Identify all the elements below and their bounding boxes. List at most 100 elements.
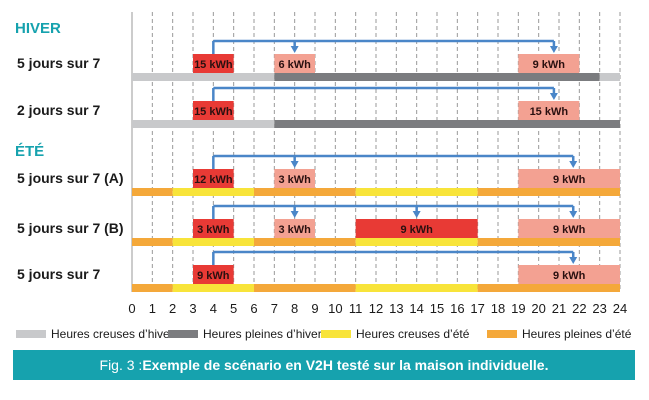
arrow-head <box>290 161 299 168</box>
arrow-head <box>569 257 578 264</box>
arrow-head <box>290 46 299 53</box>
x-tick-label: 11 <box>349 301 363 316</box>
tariff-segment <box>254 188 356 196</box>
x-tick-label: 13 <box>389 301 403 316</box>
energy-label: 12 kWh <box>194 174 233 186</box>
energy-label: 15 kWh <box>530 106 569 118</box>
arrow-head <box>290 211 299 218</box>
arrow-head <box>412 211 421 218</box>
x-tick-label: 22 <box>572 301 586 316</box>
legend-swatch <box>16 330 46 338</box>
x-tick-label: 17 <box>470 301 484 316</box>
row-label: 5 jours sur 7 (B) <box>17 220 124 236</box>
row-label: 5 jours sur 7 <box>17 55 100 71</box>
legend-label: Heures creuses d’été <box>356 327 470 341</box>
energy-block <box>518 101 580 120</box>
x-tick-label: 21 <box>552 301 566 316</box>
section-label: ÉTÉ <box>15 143 44 160</box>
energy-block <box>193 54 234 73</box>
energy-block <box>518 54 580 73</box>
legend-label: Heures pleines d’été <box>522 327 632 341</box>
legend-label: Heures creuses d’hiver <box>51 327 174 341</box>
tariff-segment <box>355 188 478 196</box>
x-tick-label: 12 <box>369 301 383 316</box>
energy-block <box>274 54 315 73</box>
x-tick-label: 7 <box>271 301 278 316</box>
energy-block <box>274 169 315 188</box>
tariff-segment <box>172 284 254 292</box>
energy-label: 3 kWh <box>197 224 230 236</box>
tariff-segment <box>355 284 478 292</box>
x-tick-label: 10 <box>328 301 342 316</box>
energy-block <box>274 219 315 238</box>
energy-block <box>193 169 234 188</box>
x-tick-label: 3 <box>189 301 196 316</box>
legend-label: Heures pleines d’hiver <box>203 327 322 341</box>
x-tick-label: 9 <box>311 301 318 316</box>
x-tick-label: 15 <box>430 301 444 316</box>
caption-prefix: Fig. 3 : <box>99 357 143 373</box>
tariff-segment <box>172 188 254 196</box>
x-tick-label: 20 <box>531 301 545 316</box>
x-tick-label: 1 <box>149 301 156 316</box>
tariff-segment <box>132 238 173 246</box>
energy-block <box>193 219 234 238</box>
x-tick-label: 19 <box>511 301 525 316</box>
row-label: 5 jours sur 7 (A) <box>17 170 124 186</box>
x-tick-label: 4 <box>210 301 217 316</box>
arrow-head <box>569 211 578 218</box>
tariff-segment <box>477 238 620 246</box>
energy-label: 15 kWh <box>194 106 233 118</box>
energy-label: 9 kWh <box>533 59 566 71</box>
energy-label: 9 kWh <box>553 270 586 282</box>
x-tick-label: 8 <box>291 301 298 316</box>
tariff-segment <box>477 284 620 292</box>
tariff-segment <box>274 120 620 128</box>
energy-block <box>518 169 620 188</box>
energy-block <box>518 219 620 238</box>
energy-block <box>355 219 478 238</box>
figure-caption: Fig. 3 : Exemple de scénario en V2H test… <box>13 350 635 380</box>
energy-label: 3 kWh <box>278 224 311 236</box>
tariff-segment <box>132 73 275 81</box>
v2h-scenario-chart: HIVER 5 jours sur 7 15 kWh 6 kWh 9 kWh 2 jour… <box>15 12 632 341</box>
legend-swatch <box>321 330 351 338</box>
legend-swatch <box>487 330 517 338</box>
x-tick-label: 6 <box>250 301 257 316</box>
tariff-segment <box>254 284 356 292</box>
tariff-segment <box>599 73 620 81</box>
energy-label: 9 kWh <box>400 224 433 236</box>
tariff-segment <box>477 188 620 196</box>
energy-label: 6 kWh <box>278 59 311 71</box>
x-tick-label: 24 <box>613 301 627 316</box>
arrow-head <box>549 46 558 53</box>
energy-label: 9 kWh <box>197 270 230 282</box>
tariff-segment <box>132 188 173 196</box>
x-tick-label: 16 <box>450 301 464 316</box>
row-label: 5 jours sur 7 <box>17 266 100 282</box>
section-label: HIVER <box>15 20 61 37</box>
tariff-segment <box>274 73 600 81</box>
energy-label: 3 kWh <box>278 174 311 186</box>
arrow-head <box>549 93 558 100</box>
tariff-segment <box>355 238 478 246</box>
x-tick-label: 2 <box>169 301 176 316</box>
caption-text: Exemple de scénario en V2H testé sur la … <box>142 357 549 373</box>
x-tick-label: 18 <box>491 301 505 316</box>
tariff-segment <box>132 284 173 292</box>
legend-swatch <box>168 330 198 338</box>
energy-label: 15 kWh <box>194 59 233 71</box>
x-tick-label: 14 <box>409 301 423 316</box>
x-tick-label: 5 <box>230 301 237 316</box>
tariff-segment <box>132 120 275 128</box>
arrow-head <box>569 161 578 168</box>
energy-label: 9 kWh <box>553 224 586 236</box>
energy-block <box>518 265 620 284</box>
tariff-segment <box>172 238 254 246</box>
energy-block <box>193 101 234 120</box>
row-label: 2 jours sur 7 <box>17 102 100 118</box>
x-tick-label: 23 <box>592 301 606 316</box>
energy-block <box>193 265 234 284</box>
x-tick-label: 0 <box>128 301 135 316</box>
tariff-segment <box>254 238 356 246</box>
